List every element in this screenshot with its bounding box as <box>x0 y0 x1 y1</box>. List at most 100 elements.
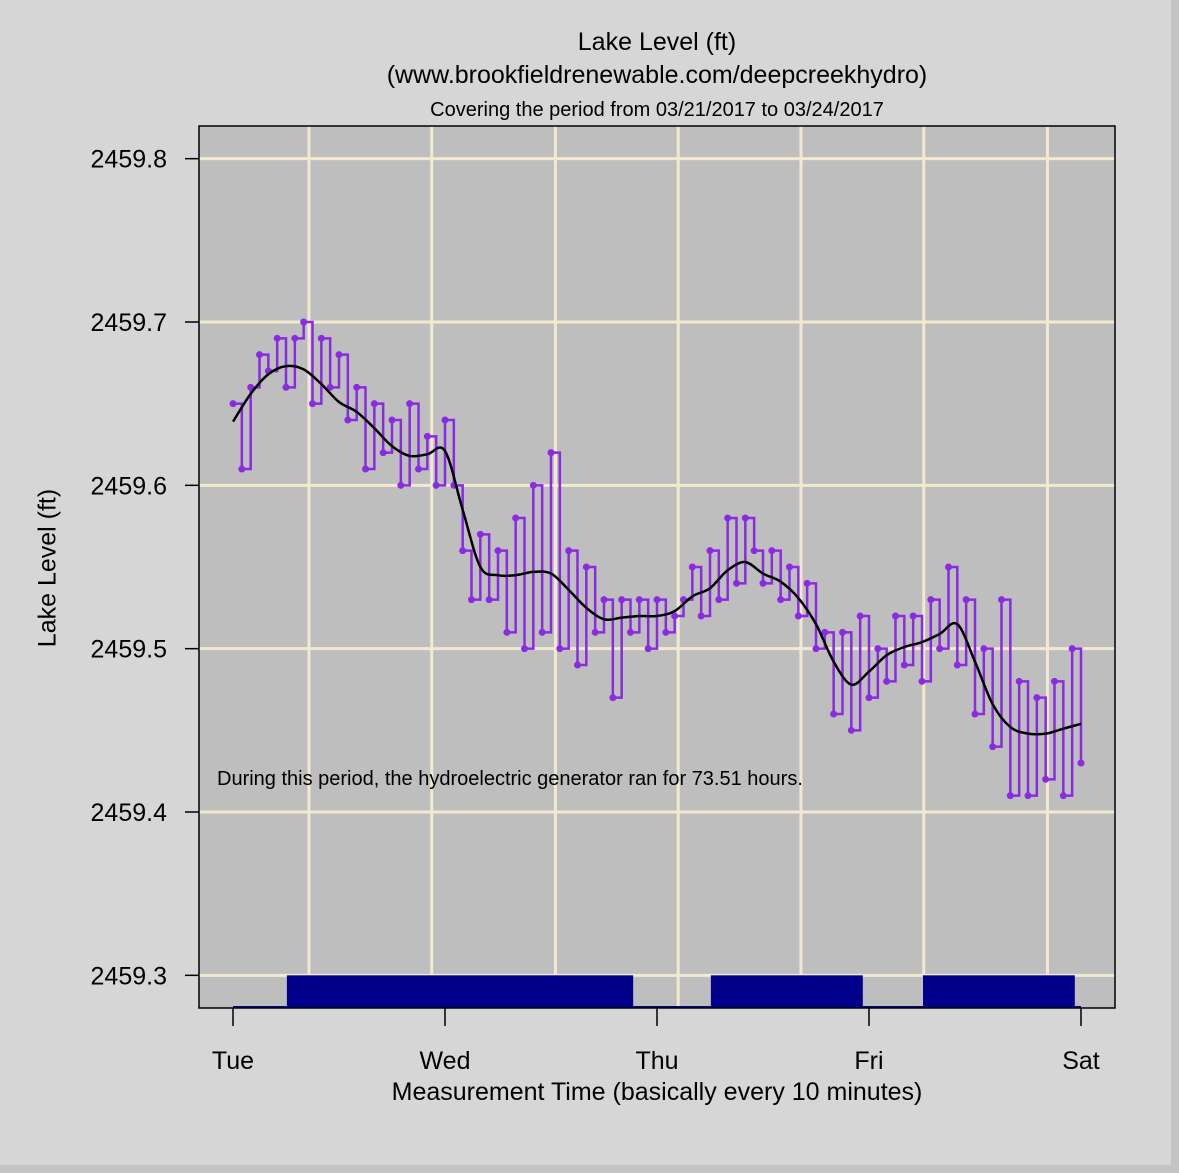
raw-level-point <box>715 596 723 604</box>
raw-level-point <box>980 645 988 653</box>
raw-level-point <box>291 334 299 342</box>
raw-level-point <box>803 579 811 587</box>
raw-level-point <box>423 432 431 440</box>
raw-level-point <box>1015 677 1023 685</box>
raw-level-point <box>697 612 705 620</box>
raw-level-point <box>521 645 529 653</box>
y-tick-label: 2459.3 <box>91 962 167 990</box>
raw-level-point <box>379 449 387 457</box>
raw-level-point <box>556 645 564 653</box>
raw-level-point <box>1059 792 1067 800</box>
raw-level-point <box>821 628 829 636</box>
raw-level-point <box>874 645 882 653</box>
raw-level-point <box>812 645 820 653</box>
generator-on-bar <box>922 975 1075 1008</box>
raw-level-point <box>971 710 979 718</box>
chart-title: Lake Level (ft) <box>577 28 737 56</box>
raw-level-point <box>732 579 740 587</box>
raw-level-point <box>830 710 838 718</box>
chart-period: Covering the period from 03/21/2017 to 0… <box>430 99 884 121</box>
raw-level-point <box>326 383 334 391</box>
raw-level-point <box>847 726 855 734</box>
raw-level-point <box>574 661 582 669</box>
raw-level-point <box>891 612 899 620</box>
raw-level-point <box>238 465 246 473</box>
x-tick-label: Fri <box>854 1047 883 1075</box>
raw-level-point <box>900 661 908 669</box>
generator-hours-annotation: During this period, the hydroelectric ge… <box>217 768 803 790</box>
raw-level-point <box>688 563 696 571</box>
raw-level-point <box>256 351 264 359</box>
raw-level-point <box>512 514 520 522</box>
raw-level-point <box>282 383 290 391</box>
smoothed-level-line <box>231 364 1082 736</box>
raw-level-point <box>741 514 749 522</box>
x-tick-label: Sat <box>1062 1047 1100 1075</box>
raw-level-point <box>247 383 255 391</box>
raw-level-point <box>353 383 361 391</box>
raw-level-point <box>777 596 785 604</box>
x-axis-label: Measurement Time (basically every 10 min… <box>391 1078 923 1106</box>
raw-level-point <box>344 416 352 424</box>
raw-level-point <box>883 677 891 685</box>
raw-level-point <box>538 628 546 636</box>
raw-level-point <box>406 400 414 408</box>
raw-level-point <box>415 465 423 473</box>
raw-level-point <box>724 514 732 522</box>
raw-level-point <box>1068 645 1076 653</box>
raw-level-point <box>944 563 952 571</box>
raw-level-point <box>627 628 635 636</box>
raw-level-point <box>662 628 670 636</box>
raw-level-point <box>953 661 961 669</box>
raw-level-point <box>918 677 926 685</box>
raw-level-point <box>838 628 846 636</box>
x-tick-label: Tue <box>212 1047 254 1075</box>
raw-level-point <box>547 449 555 457</box>
raw-level-point <box>468 596 476 604</box>
chart-subtitle: (www.brookfieldrenewable.com/deepcreekhy… <box>386 61 928 89</box>
raw-level-point <box>618 596 626 604</box>
y-tick-label: 2459.4 <box>91 799 168 827</box>
raw-level-point <box>909 612 917 620</box>
raw-level-point <box>317 334 325 342</box>
raw-level-point <box>856 612 864 620</box>
raw-level-point <box>962 596 970 604</box>
raw-level-point <box>370 400 378 408</box>
raw-level-point <box>503 628 511 636</box>
generator-on-bar <box>286 975 634 1008</box>
raw-level-point <box>635 596 643 604</box>
raw-level-point <box>273 334 281 342</box>
raw-level-point <box>997 596 1005 604</box>
raw-level-point <box>759 579 767 587</box>
x-tick-label: Thu <box>635 1047 678 1075</box>
raw-level-point <box>335 351 343 359</box>
raw-level-point <box>1042 775 1050 783</box>
raw-level-point <box>785 563 793 571</box>
raw-level-point <box>397 481 405 489</box>
raw-level-point <box>432 481 440 489</box>
raw-level-point <box>309 400 317 408</box>
raw-level-point <box>927 596 935 604</box>
raw-level-point <box>1033 694 1041 702</box>
raw-level-point <box>609 694 617 702</box>
raw-level-point <box>388 416 396 424</box>
raw-level-point <box>229 400 237 408</box>
raw-level-point <box>1077 759 1085 767</box>
y-tick-label: 2459.7 <box>91 309 167 337</box>
raw-level-point <box>362 465 370 473</box>
raw-level-point <box>485 596 493 604</box>
raw-level-point <box>936 645 944 653</box>
raw-level-point <box>768 547 776 555</box>
x-tick-label: Wed <box>420 1047 471 1075</box>
raw-level-point <box>459 547 467 555</box>
raw-level-point <box>476 530 484 538</box>
y-tick-label: 2459.6 <box>91 472 167 500</box>
raw-level-point <box>989 743 997 751</box>
raw-level-point <box>1024 792 1032 800</box>
raw-level-point <box>750 547 758 555</box>
raw-level-point <box>565 547 573 555</box>
y-tick-label: 2459.8 <box>91 146 167 174</box>
raw-level-point <box>600 596 608 604</box>
